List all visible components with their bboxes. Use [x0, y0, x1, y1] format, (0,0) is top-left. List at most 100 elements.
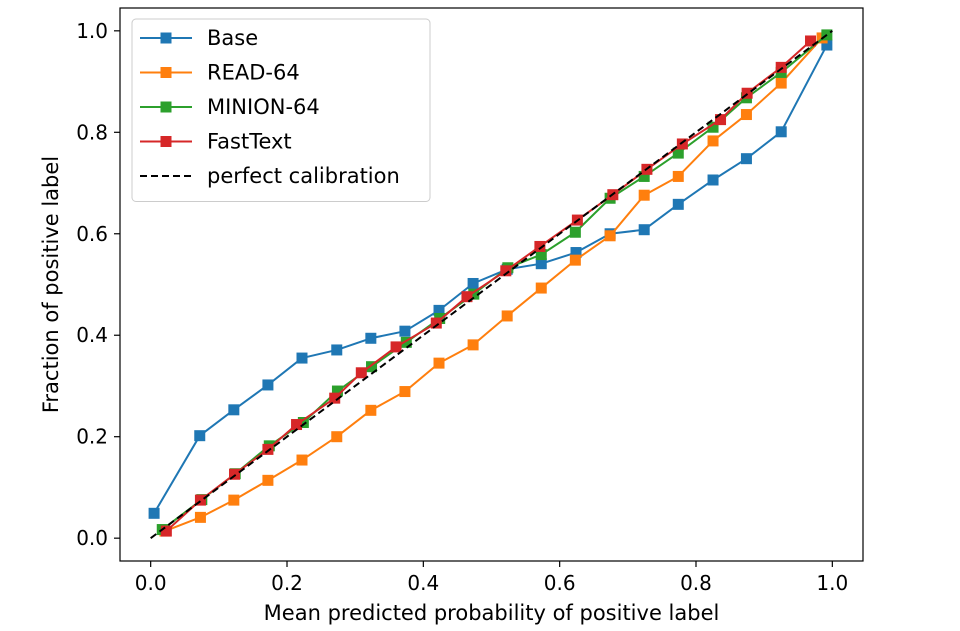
series-fasttext	[160, 35, 817, 537]
data-point	[331, 344, 343, 356]
data-point	[467, 339, 479, 351]
data-point	[535, 282, 547, 294]
data-point	[672, 198, 684, 210]
y-tick-label: 0.2	[76, 425, 108, 449]
legend-marker	[160, 32, 172, 44]
data-point	[805, 35, 817, 47]
data-point	[365, 404, 377, 416]
y-tick-label: 0.0	[76, 526, 108, 550]
x-tick-label: 0.6	[544, 571, 576, 595]
data-point	[194, 511, 206, 523]
plot-frame	[119, 7, 864, 562]
y-tick-label: 0.8	[76, 120, 108, 144]
data-point	[740, 153, 752, 165]
data-point	[160, 525, 172, 537]
y-axis-label: Fraction of positive label	[39, 156, 63, 413]
data-point	[707, 121, 719, 133]
data-point	[366, 361, 378, 373]
series-line	[153, 44, 828, 514]
data-point	[569, 254, 581, 266]
data-point	[329, 392, 341, 404]
data-point	[740, 109, 752, 121]
x-tick-label: 1.0	[816, 571, 848, 595]
x-tick-label: 0.4	[407, 571, 439, 595]
data-point	[291, 419, 303, 431]
data-point	[331, 385, 343, 397]
y-tick-label: 1.0	[76, 19, 108, 43]
legend: Base READ-64 MINION-64 FastText perfect cali…	[131, 18, 431, 202]
data-point	[296, 454, 308, 466]
data-point	[638, 224, 650, 236]
legend-marker	[160, 136, 172, 147]
y-tick-label: 0.4	[76, 323, 108, 347]
data-point	[638, 170, 650, 182]
data-point	[534, 240, 546, 252]
data-point	[707, 174, 719, 186]
data-point	[296, 352, 308, 364]
perfect-calibration-line	[150, 30, 833, 539]
data-point	[355, 367, 367, 379]
y-tick-label: 0.6	[76, 222, 108, 246]
data-point	[672, 147, 684, 159]
series-read-64	[159, 32, 828, 537]
data-point	[228, 494, 240, 506]
data-point	[468, 288, 480, 300]
data-point	[672, 170, 684, 182]
data-point	[433, 357, 445, 369]
data-point	[604, 230, 616, 242]
data-point	[638, 189, 650, 201]
data-point	[229, 468, 241, 480]
data-point	[262, 379, 274, 391]
data-point	[399, 386, 411, 398]
legend-marker	[160, 101, 172, 113]
data-point	[467, 277, 479, 289]
data-point	[775, 77, 787, 89]
data-point	[461, 291, 473, 303]
data-point	[707, 135, 719, 147]
data-point	[194, 430, 206, 442]
data-point	[430, 317, 442, 329]
data-point	[262, 443, 274, 455]
data-point	[535, 249, 547, 261]
data-point	[821, 39, 833, 51]
data-point	[262, 474, 274, 486]
legend-item: READ-64	[140, 61, 300, 85]
series-line	[164, 37, 823, 533]
data-point	[331, 431, 343, 443]
data-point	[570, 247, 582, 259]
data-point	[228, 404, 240, 416]
x-axis-label: Mean predicted probability of positive l…	[264, 601, 720, 625]
x-tick-label: 0.2	[271, 571, 303, 595]
x-tick-label: 0.0	[135, 571, 167, 595]
data-point	[741, 87, 753, 99]
data-point	[676, 138, 688, 150]
legend-label: READ-64	[207, 61, 300, 85]
legend-item: Base	[140, 26, 258, 50]
data-point	[775, 126, 787, 138]
data-point	[399, 325, 411, 337]
data-point	[500, 265, 512, 277]
legend-label: Base	[207, 26, 258, 50]
data-point	[715, 114, 727, 126]
data-point	[148, 507, 160, 519]
data-point	[390, 341, 402, 353]
legend-label: perfect calibration	[207, 164, 400, 188]
data-point	[297, 416, 309, 428]
legend-box	[131, 18, 431, 202]
legend-marker	[160, 67, 172, 78]
data-point	[400, 336, 412, 348]
legend-item: FastText	[140, 130, 292, 154]
data-point	[365, 332, 377, 344]
data-point	[501, 310, 513, 322]
legend-item: perfect calibration	[140, 164, 400, 188]
data-point	[194, 494, 206, 506]
x-tick-label: 0.8	[680, 571, 712, 595]
legend-item: MINION-64	[140, 95, 320, 119]
legend-label: MINION-64	[207, 95, 320, 119]
data-point	[433, 304, 445, 316]
data-point	[535, 258, 547, 270]
data-point	[569, 226, 581, 238]
legend-label: FastText	[207, 130, 292, 154]
data-point	[775, 61, 787, 73]
